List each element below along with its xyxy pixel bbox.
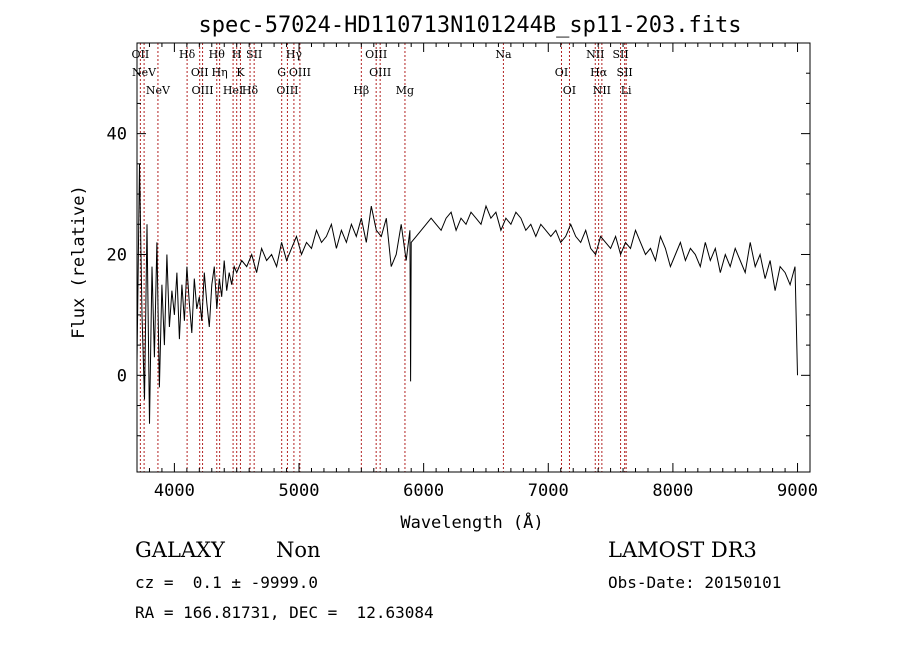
line-label: OII [191, 66, 209, 79]
line-label: HeI [223, 84, 243, 97]
emission-line-labels: OIINeVNeVHδOIIOIIIHθHηHeIHKHδSIIGOIIIHγO… [132, 48, 633, 97]
line-label: OIII [276, 84, 298, 97]
line-label: NII [586, 48, 604, 61]
line-label: Li [621, 84, 632, 97]
x-tick-label: 7000 [528, 481, 569, 501]
emission-line-markers [139, 43, 627, 472]
x-tick-label: 8000 [652, 481, 693, 501]
object-class: GALAXY [135, 538, 225, 562]
line-label: Hθ [209, 48, 226, 61]
line-label: Hβ [353, 84, 369, 97]
line-label: SII [612, 48, 628, 61]
line-label: Hη [212, 66, 228, 79]
line-label: Hδ [242, 84, 259, 97]
y-tick-label: 20 [107, 245, 127, 265]
y-axis-label: Flux (relative) [69, 185, 89, 339]
line-label: OII [132, 48, 150, 61]
line-label: Hα [590, 66, 608, 79]
line-label: OIII [289, 66, 311, 79]
line-label: Hγ [286, 48, 303, 61]
obs-date: Obs-Date: 20150101 [608, 573, 782, 592]
line-label: NeV [146, 84, 171, 97]
chart-title: spec-57024-HD110713N101244B_sp11-203.fit… [198, 13, 741, 38]
spectrum-series-line [136, 163, 798, 424]
x-axis-label: Wavelength (Å) [400, 511, 543, 533]
line-label: OIII [192, 84, 214, 97]
redshift-readout: cz = 0.1 ± -9999.0 [135, 573, 319, 592]
line-label: OI [563, 84, 576, 97]
y-tick-label: 40 [107, 125, 127, 145]
x-tick-label: 6000 [403, 481, 444, 501]
line-label: Mg [396, 84, 414, 97]
survey-label: LAMOST DR3 [608, 538, 757, 562]
line-label: OIII [369, 66, 391, 79]
line-label: Na [495, 48, 512, 61]
line-label: OIII [365, 48, 387, 61]
line-label: OI [555, 66, 568, 79]
line-label: Hδ [179, 48, 196, 61]
line-label: G [277, 66, 286, 79]
x-tick-label: 9000 [777, 481, 818, 501]
y-tick-label: 0 [117, 366, 127, 386]
line-label: SII [617, 66, 633, 79]
line-label: NII [593, 84, 611, 97]
x-tick-label: 4000 [154, 481, 195, 501]
coordinates-readout: RA = 166.81731, DEC = 12.63084 [135, 603, 434, 622]
axes: 4000 5000 6000 7000 8000 9000 0 20 40 [107, 42, 818, 501]
line-label: H [232, 48, 242, 61]
x-tick-label: 5000 [279, 481, 320, 501]
line-label: SII [246, 48, 262, 61]
object-subclass: Non [276, 538, 321, 562]
line-label: K [236, 66, 245, 79]
line-label: NeV [132, 66, 157, 79]
